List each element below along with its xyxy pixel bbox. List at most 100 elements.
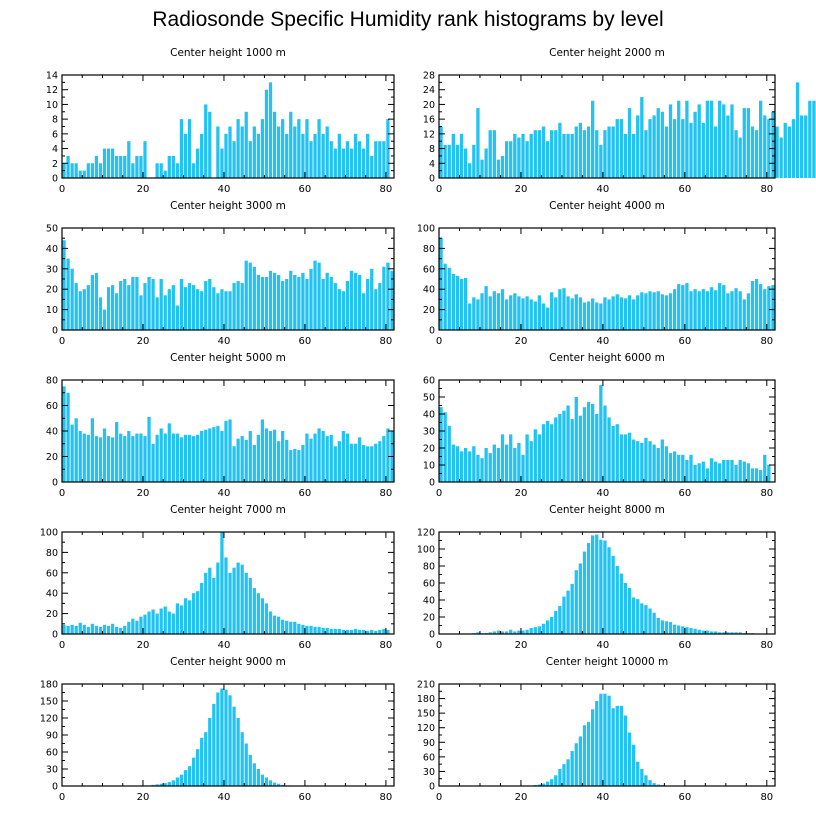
bar [525, 629, 529, 634]
bar [106, 287, 111, 330]
plot-frame [438, 683, 776, 787]
bar [175, 305, 180, 330]
y-tick-label: 40 [423, 596, 435, 607]
y-tick-label: 100 [417, 224, 435, 235]
y-tick-label: 60 [423, 264, 435, 275]
bar [754, 468, 759, 482]
bar [123, 625, 127, 634]
bar [677, 100, 681, 178]
bar [98, 297, 103, 330]
bar [742, 461, 746, 482]
bar [264, 428, 269, 482]
bar [566, 759, 570, 786]
bar-group [62, 532, 390, 634]
bar [123, 279, 127, 330]
x-tick-label: 40 [218, 184, 231, 195]
y-tick-label: 12 [423, 129, 435, 140]
bar [224, 420, 228, 482]
bar [86, 163, 90, 178]
bar [366, 133, 370, 178]
bar [750, 468, 755, 482]
bar [370, 268, 374, 330]
x-tick-label: 60 [678, 184, 691, 195]
bar [66, 155, 70, 178]
bar [183, 434, 188, 482]
bar-group [525, 693, 673, 786]
bar [86, 626, 90, 634]
figure-title: Radiosonde Specific Humidity rank histog… [152, 8, 664, 31]
bar [191, 593, 196, 634]
bar [208, 111, 212, 178]
bar [90, 623, 94, 634]
bar [98, 163, 103, 178]
bar [362, 629, 366, 634]
bar [115, 626, 119, 634]
bar [66, 392, 70, 482]
bar [196, 591, 200, 634]
bar [447, 144, 451, 178]
bar [196, 749, 200, 786]
bar [370, 629, 374, 634]
bar [147, 276, 151, 330]
y-tick-label: 4 [429, 159, 435, 170]
bar [623, 583, 628, 634]
x-tick-label: 60 [299, 488, 312, 499]
y-tick-label: 0 [429, 478, 435, 489]
bar [648, 291, 652, 330]
bar [566, 133, 570, 178]
bar [236, 281, 240, 330]
bar [627, 732, 632, 786]
bar [159, 428, 163, 482]
x-tick-label: 0 [436, 336, 442, 347]
bar [374, 289, 378, 330]
y-tick-label: 20 [423, 613, 435, 624]
x-tick-label: 0 [59, 640, 65, 651]
bar [220, 431, 224, 482]
bar [804, 115, 808, 178]
bar [82, 289, 86, 330]
bar [236, 438, 240, 482]
bar [750, 126, 755, 178]
bar [167, 155, 171, 178]
bar [317, 626, 321, 634]
x-tick-label: 20 [515, 792, 528, 803]
bar [578, 122, 583, 178]
bar [135, 433, 139, 482]
bar [131, 618, 135, 634]
bar [102, 309, 107, 330]
bar [293, 274, 297, 330]
chart-panel-5: Center height 5000 m 0 20 40 60 80 0 20 40 60 80 [46, 352, 395, 499]
bar [787, 126, 791, 178]
bar-group [62, 82, 390, 178]
y-tick-label: 50 [423, 393, 435, 404]
bar [329, 628, 333, 634]
bar [106, 625, 111, 634]
bar [550, 779, 554, 786]
bar [468, 163, 472, 178]
bar [681, 119, 685, 178]
bar [541, 623, 546, 634]
bar [362, 445, 366, 482]
x-tick-label: 40 [597, 184, 610, 195]
bar [693, 111, 697, 178]
bar [224, 689, 228, 786]
bar [648, 441, 652, 482]
x-tick-label: 80 [760, 184, 773, 195]
bar [143, 436, 147, 482]
bar [586, 301, 591, 330]
bar [337, 441, 341, 482]
bar [155, 163, 159, 178]
chart-panel-8: Center height 8000 m 0 20 40 60 80 0 20 40 60 80 10… [417, 504, 776, 651]
bar [208, 718, 212, 786]
bar [623, 298, 628, 330]
bar [155, 613, 159, 634]
bar [480, 159, 484, 178]
bar [480, 293, 484, 330]
y-tick-label: 20 [423, 100, 435, 111]
bar [135, 620, 139, 634]
bar [759, 100, 763, 178]
y-tick-label: 150 [417, 709, 435, 720]
bar [574, 397, 578, 482]
bar [619, 297, 623, 330]
bar [685, 627, 689, 634]
